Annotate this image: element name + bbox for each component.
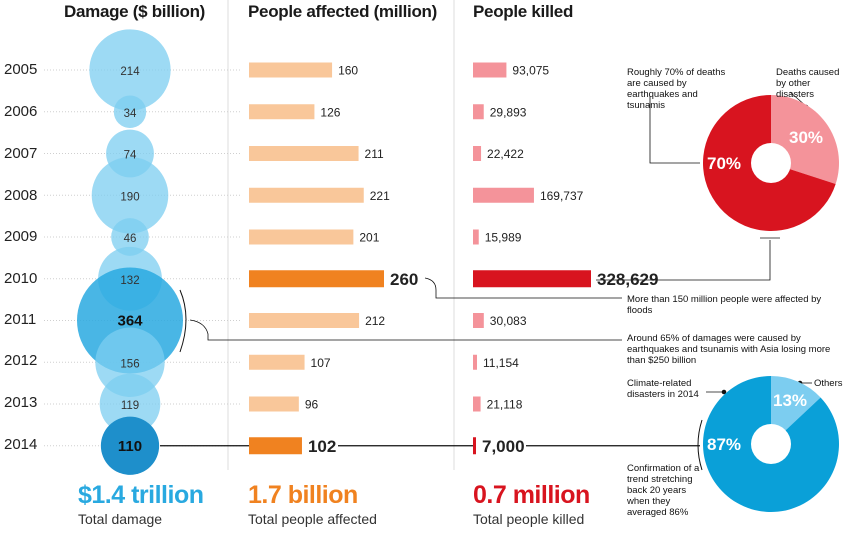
pie-deaths-eq-pct: 70%	[707, 154, 742, 173]
killed-bar	[473, 270, 591, 288]
annotation-climate: Climate-related disasters in 2014	[627, 378, 699, 400]
leader-dot	[721, 389, 727, 395]
damage-value-label: 214	[120, 66, 140, 78]
killed-value-label: 21,118	[487, 398, 523, 412]
affected-bar	[249, 396, 299, 412]
pie-deaths-other-pct: 30%	[789, 128, 824, 147]
damage-value-label: 190	[120, 191, 139, 203]
pie-deaths-hole	[751, 143, 791, 183]
year-label: 2008	[4, 187, 38, 204]
damage-value-label: 132	[120, 275, 139, 287]
year-label: 2009	[4, 228, 38, 245]
killed-value-label: 22,422	[487, 147, 524, 161]
damage-value-label: 156	[120, 358, 139, 370]
damage-bubble	[89, 29, 171, 111]
affected-bar	[249, 229, 354, 245]
year-label: 2011	[4, 311, 37, 328]
year-label: 2012	[4, 352, 38, 369]
pie-climate-slice	[771, 376, 821, 444]
annotation-trend: Confirmation of a trend stretching back …	[627, 463, 700, 518]
killed-bar	[473, 396, 481, 412]
leader-deaths-eq	[649, 96, 700, 164]
affected-value-label: 211	[365, 147, 384, 161]
killed-value-label: 7,000	[482, 437, 525, 456]
affected-bar	[249, 270, 384, 288]
affected-value-label: 96	[305, 398, 319, 412]
year-label: 2006	[4, 103, 38, 120]
affected-bar	[249, 437, 302, 455]
affected-value-label: 107	[311, 356, 331, 370]
affected-bar	[249, 354, 305, 370]
total-damage-label: Total damage	[78, 511, 163, 527]
damage-bubble	[100, 416, 160, 475]
total-killed-value: 0.7 million	[473, 481, 590, 509]
killed-bar	[473, 187, 534, 203]
killed-header: People killed	[473, 2, 574, 21]
total-affected-value: 1.7 billion	[248, 481, 358, 509]
killed-bar	[473, 229, 479, 245]
pie-climate-hole	[751, 424, 791, 464]
killed-value-label: 30,083	[490, 314, 527, 328]
callout-floods	[424, 277, 622, 299]
killed-value-label: 11,154	[483, 356, 519, 370]
annotation-deaths-eq: Roughly 70% of deaths are caused by eart…	[627, 67, 726, 111]
damage-bubble	[91, 156, 169, 234]
callout-damages	[189, 319, 622, 341]
damage-value-label: 110	[118, 438, 142, 455]
killed-bar	[473, 313, 484, 328]
total-affected-label: Total people affected	[248, 511, 377, 527]
killed-bar	[473, 146, 482, 161]
year-label: 2014	[4, 436, 38, 453]
annotation-others: Others	[814, 378, 843, 389]
affected-value-label: 160	[338, 64, 358, 78]
damage-bubble	[99, 373, 161, 435]
total-killed-label: Total people killed	[473, 511, 585, 527]
killed-value-label: 15,989	[485, 231, 522, 245]
damage-value-label: 364	[117, 313, 143, 330]
damage-value-label: 74	[124, 150, 137, 162]
annotation-floods: More than 150 million people were affect…	[627, 294, 822, 316]
killed-bar	[473, 62, 507, 78]
affected-value-label: 102	[308, 437, 336, 456]
bracket-2014	[697, 419, 703, 471]
affected-value-label: 201	[359, 231, 379, 245]
pie-climate-pct: 87%	[707, 435, 742, 454]
bracket-2011	[179, 289, 187, 353]
callout-pie1	[596, 240, 771, 281]
killed-value-label: 169,737	[540, 189, 584, 203]
killed-bar	[473, 354, 478, 370]
annotation-deaths-other: Deaths caused by other disasters	[776, 67, 840, 100]
affected-bar	[249, 104, 315, 120]
killed-bar	[473, 437, 476, 455]
year-label: 2005	[4, 61, 38, 78]
affected-value-label: 260	[390, 270, 418, 289]
damage-header: Damage ($ billion)	[64, 2, 206, 21]
killed-value-label: 29,893	[490, 105, 527, 119]
affected-value-label: 126	[320, 105, 340, 119]
affected-bar	[249, 313, 360, 328]
affected-bar	[249, 62, 333, 78]
affected-value-label: 221	[370, 189, 390, 203]
total-damage-value: $1.4 trillion	[78, 481, 204, 509]
annotation-damages-2011: Around 65% of damages were caused by ear…	[627, 333, 831, 366]
pie-others-pct: 13%	[773, 391, 808, 410]
affected-bar	[249, 187, 364, 203]
damage-bubble	[111, 218, 149, 256]
damage-value-label: 34	[124, 108, 137, 120]
affected-bar	[249, 146, 359, 161]
killed-bar	[473, 104, 484, 120]
year-label: 2007	[4, 145, 38, 162]
damage-value-label: 119	[121, 400, 139, 412]
affected-header: People affected (million)	[248, 2, 437, 21]
damage-bubble	[113, 95, 147, 128]
year-label: 2010	[4, 270, 38, 287]
killed-value-label: 328,629	[597, 270, 658, 289]
killed-value-label: 93,075	[512, 64, 549, 78]
year-label: 2013	[4, 394, 38, 411]
damage-value-label: 46	[124, 233, 137, 245]
affected-value-label: 212	[365, 314, 385, 328]
